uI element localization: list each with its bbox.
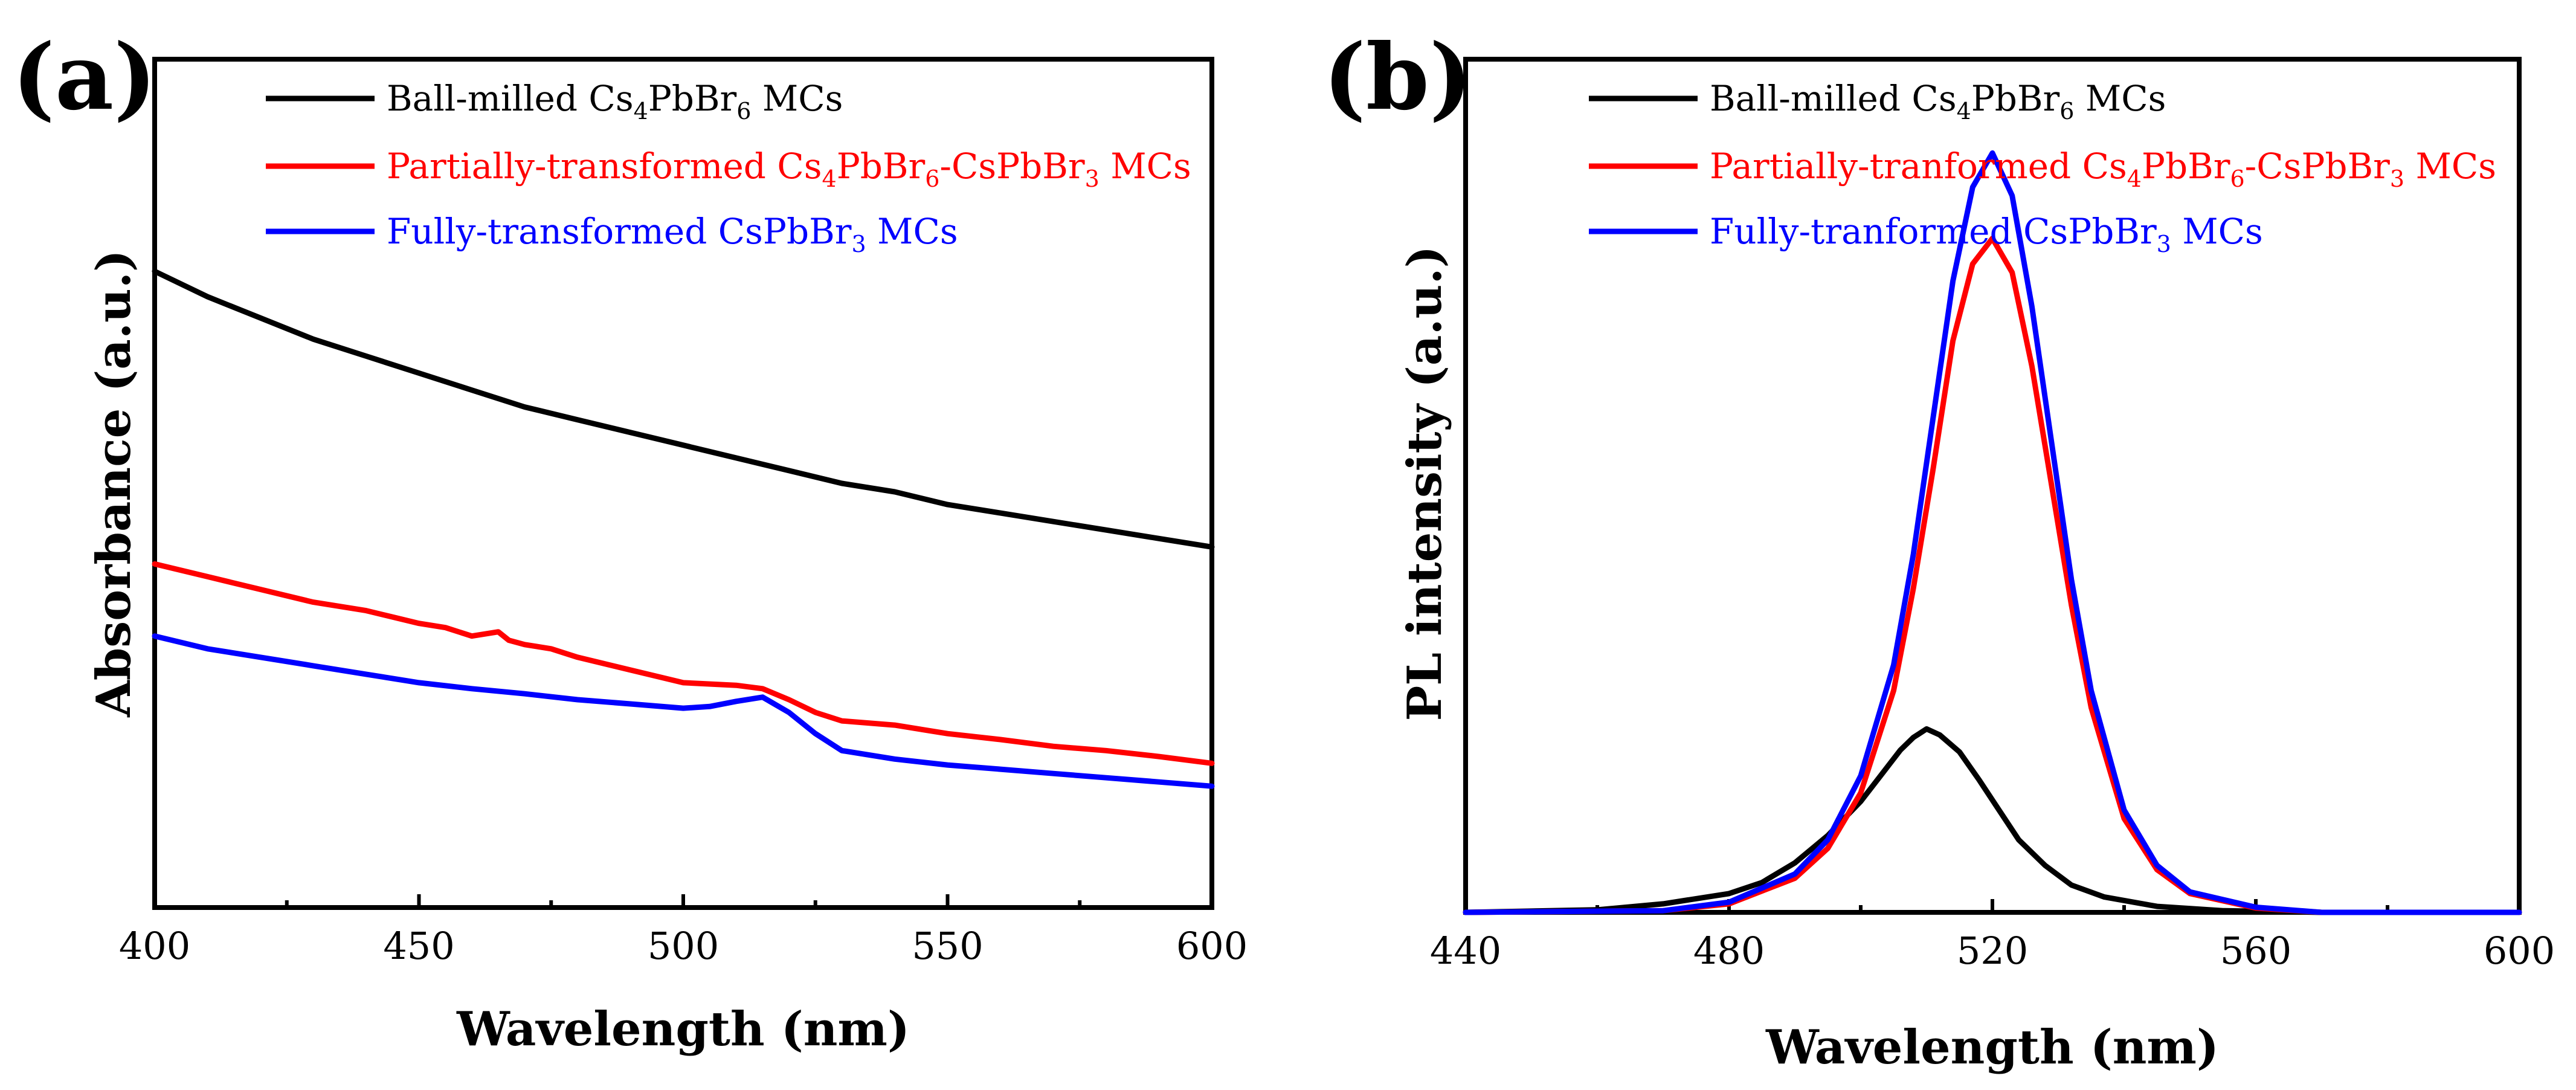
panel-a-y-axis-title: Absorbance (a.u.)	[86, 250, 141, 718]
legend-entry-fully: Fully-tranformed CsPbBr3 MCs	[1710, 211, 2263, 257]
legend-entry-fully: Fully-transformed CsPbBr3 MCs	[387, 211, 958, 257]
panel-a-legend: Ball-milled Cs4PbBr6 MCs Partially-trans…	[266, 78, 1191, 257]
panel-b-legend: Ball-milled Cs4PbBr6 MCs Partially-tranf…	[1589, 78, 2496, 257]
panel-b-label: (b)	[1323, 24, 1472, 131]
x-tick-label-450: 450	[383, 924, 454, 968]
series-line-fully-transformed-cspbbr3-mcs	[152, 633, 1215, 789]
panel-b-x-axis-title: Wavelength (nm)	[1765, 1020, 2219, 1075]
x-tick-label-520: 520	[1957, 929, 2028, 973]
x-tick-label-600: 600	[1176, 924, 1248, 968]
x-tick-label-600: 600	[2484, 929, 2555, 973]
x-tick-label-500: 500	[648, 924, 719, 968]
panel-a-label: (a)	[12, 24, 156, 131]
panel-a-x-ticks	[153, 894, 1214, 908]
panel-b: (b) 440 480 520 560 600 Ball-milled Cs4PbBr6…	[1323, 24, 2555, 1075]
series-line-ball-milled-cs4pbbr6-mcs	[152, 268, 1215, 550]
panel-a-x-axis-title: Wavelength (nm)	[456, 1002, 910, 1057]
panel-a-x-tick-labels: 400 450 500 550 600	[119, 924, 1248, 968]
panel-b-x-tick-labels: 440 480 520 560 600	[1430, 929, 2555, 973]
series-line-partially-tranformed-cs4pbbr6-cspbbr3-mcs	[1463, 236, 2522, 915]
x-tick-label-550: 550	[912, 924, 983, 968]
series-line-fully-tranformed-cspbbr3-mcs	[1463, 150, 2522, 915]
legend-entry-ball-milled: Ball-milled Cs4PbBr6 MCs	[1710, 78, 2166, 124]
legend-entry-ball-milled: Ball-milled Cs4PbBr6 MCs	[387, 78, 843, 124]
panel-b-series	[1463, 150, 2522, 915]
legend-entry-partially: Partially-transformed Cs4PbBr6-CsPbBr3 M…	[387, 146, 1191, 192]
panel-b-plot-frame	[1463, 57, 2522, 915]
x-tick-label-440: 440	[1430, 929, 1501, 973]
panel-b-y-axis-title: PL intensity (a.u.)	[1397, 246, 1452, 721]
legend-entry-partially: Partially-tranformed Cs4PbBr6-CsPbBr3 MC…	[1710, 146, 2496, 192]
panel-a-series	[152, 268, 1215, 789]
series-line-ball-milled-cs4pbbr6-mcs	[1463, 726, 2522, 915]
x-tick-label-400: 400	[119, 924, 190, 968]
series-line-partially-transformed-cs4pbbr6-cspbbr3-mcs	[152, 561, 1215, 766]
x-tick-label-560: 560	[2220, 929, 2291, 973]
panel-a: (a) 400 450 500 550 600 Ball-milled Cs4PbBr6…	[12, 24, 1248, 1057]
x-tick-label-480: 480	[1693, 929, 1765, 973]
